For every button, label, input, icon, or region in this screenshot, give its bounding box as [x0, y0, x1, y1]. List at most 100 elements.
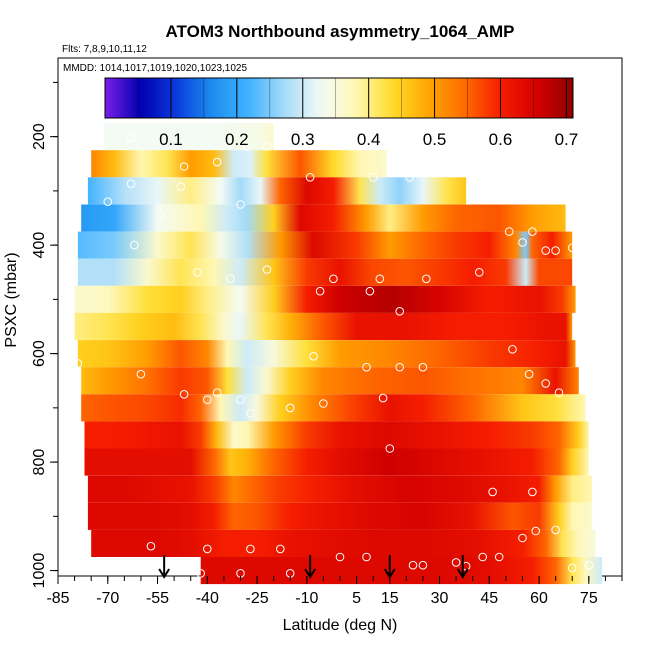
flight-arrow [304, 555, 316, 579]
sample-point [73, 359, 83, 368]
sample-point [494, 552, 504, 562]
sample-point [203, 544, 212, 554]
heatmap-band-650 [81, 367, 579, 395]
y-tick-label: 200 [31, 123, 48, 150]
heatmap-band-1000 [200, 557, 603, 585]
sample-point [212, 157, 222, 167]
x-tick-label: -40 [196, 590, 219, 607]
heatmap-band-800 [84, 448, 589, 476]
sample-point [335, 552, 345, 562]
y-axis: 200 400 600 800 1000 [31, 81, 58, 589]
sample-point [405, 173, 415, 182]
y-axis-label: PSXC (mbar) [3, 252, 20, 347]
sample-point [395, 362, 405, 372]
heatmap-band-350 [81, 204, 566, 232]
sample-point [567, 243, 577, 253]
colorbar-gradient [104, 77, 574, 119]
flight-arrow [158, 555, 171, 579]
chart-subtitle-flights: Flts: 7,8,9,10,11,12 [62, 44, 147, 55]
sample-point [156, 211, 166, 220]
colorbar-tick-label: 0.2 [225, 130, 249, 149]
sample-point [136, 369, 146, 379]
sample-point [276, 544, 285, 554]
sample-point [226, 274, 235, 284]
heatmap-band-750 [84, 421, 589, 449]
sample-point [478, 552, 488, 562]
sample-point [179, 162, 189, 171]
y-tick-label: 600 [31, 340, 48, 367]
sample-point [179, 390, 189, 399]
sample-point [365, 286, 375, 296]
sample-point [541, 379, 551, 388]
sample-point [126, 133, 136, 142]
sample-point [508, 345, 517, 354]
heatmap-band-400 [77, 231, 573, 259]
sample-point [130, 240, 139, 250]
sample-point [285, 403, 295, 413]
sample-point [126, 179, 136, 189]
x-tick-label: 5 [352, 590, 361, 607]
sample-point [309, 352, 318, 361]
sample-point [212, 388, 222, 398]
sample-point [418, 560, 428, 570]
x-tick-label: 30 [431, 590, 449, 607]
sample-point [295, 132, 305, 141]
x-tick-label: -25 [245, 590, 268, 607]
colorbar-tick-label: 0.1 [159, 130, 183, 149]
sample-point [567, 563, 577, 573]
sample-point [196, 569, 205, 578]
sample-point [146, 541, 156, 551]
sample-point [418, 362, 428, 372]
sample-point [368, 173, 378, 182]
sample-point [236, 395, 245, 405]
x-tick-label: 45 [480, 590, 498, 607]
sample-point [408, 560, 418, 570]
colorbar-tick-label: 0.5 [423, 130, 447, 149]
sample-point [385, 444, 395, 453]
sample-point [422, 274, 431, 284]
sample-point [319, 399, 328, 408]
x-tick-label: -10 [295, 590, 318, 607]
x-tick-label: -85 [46, 590, 69, 607]
chart-title: ATOM3 Northbound asymmetry_1064_AMP [166, 22, 515, 41]
sample-point [262, 265, 272, 274]
sample-point [528, 227, 537, 236]
colorbar-tick-label: 0.3 [291, 130, 315, 149]
colorbar-tick-label: 0.4 [357, 130, 381, 149]
heatmap-layers [74, 123, 603, 585]
sample-point [305, 173, 315, 182]
heatmap-band-300 [87, 177, 467, 205]
sample-points [63, 132, 594, 578]
y-tick-label: 1000 [31, 553, 48, 589]
sample-point [528, 487, 537, 497]
sample-point [63, 206, 73, 216]
x-tick-label: -70 [96, 590, 119, 607]
heatmap-band-200 [104, 123, 274, 151]
sample-point [541, 246, 551, 255]
sample-point [518, 533, 527, 543]
sample-point [554, 388, 564, 398]
heatmap-band-900 [87, 502, 593, 530]
sample-point [375, 274, 385, 284]
heatmap-band-250 [91, 150, 387, 178]
x-tick-label: -55 [146, 590, 169, 607]
sample-point [103, 197, 113, 206]
sample-point [246, 544, 255, 554]
colorbar-tick-label: 0.7 [555, 130, 579, 149]
chart-subtitle-dates: MMDD: 1014,1017,1019,1020,1023,1025 [63, 63, 247, 74]
x-tick-label: 15 [381, 590, 399, 607]
heatmap-band-550 [74, 312, 573, 340]
heatmap-band-450 [77, 258, 573, 286]
sample-point [551, 246, 560, 255]
flight-arrow [456, 555, 469, 579]
sample-point [584, 560, 594, 570]
sample-point [451, 558, 461, 567]
sample-point [531, 526, 541, 536]
sample-point [262, 142, 272, 151]
sample-point [203, 395, 212, 405]
sample-point [242, 142, 252, 151]
sample-point [236, 200, 245, 209]
sample-point [246, 409, 255, 418]
colorbar: 0.1 0.2 0.3 0.4 0.5 0.6 0.7 [104, 77, 579, 149]
